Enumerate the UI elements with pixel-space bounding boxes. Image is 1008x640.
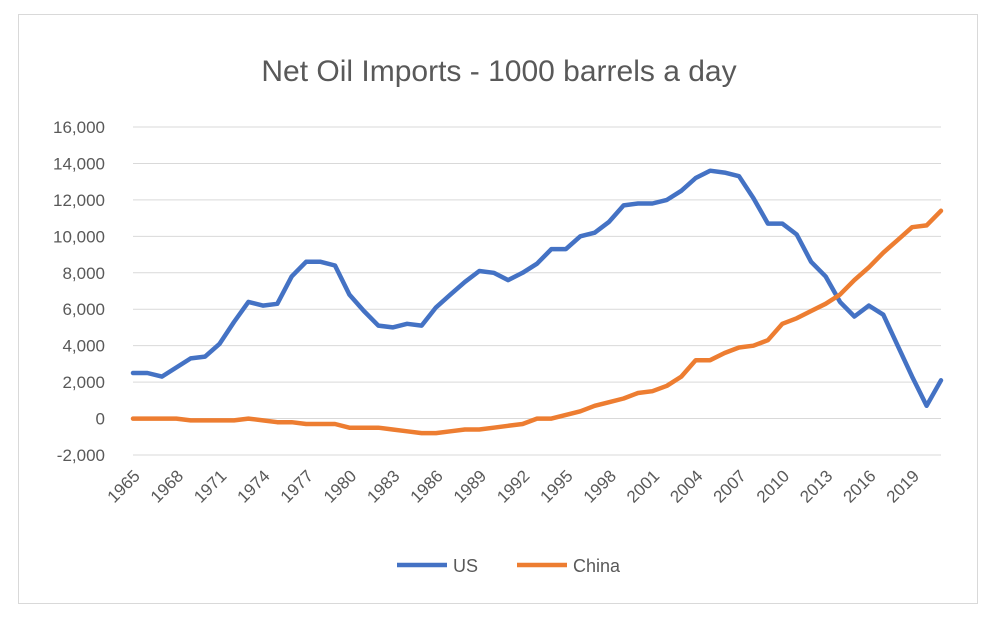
series-line-china [130, 208, 944, 436]
y-axis: 16,000 14,000 12,000 10,000 8,000 6,000 4,000 2… [53, 118, 105, 465]
y-tick-label: 4,000 [62, 337, 105, 356]
x-tick-label: 1989 [450, 466, 490, 506]
chart-title: Net Oil Imports - 1000 barrels a day [261, 55, 736, 88]
x-tick-label: 2019 [883, 466, 923, 506]
x-tick-label: 1974 [234, 466, 274, 506]
y-tick-label: 0 [96, 410, 105, 429]
y-tick-label: 2,000 [62, 373, 105, 392]
legend: US China [397, 556, 621, 576]
x-tick-label: 2001 [623, 466, 663, 506]
x-tick-label: 1995 [537, 466, 577, 506]
y-tick-label: 16,000 [53, 118, 105, 137]
line-chart: Net Oil Imports - 1000 barrels a day 16,… [53, 55, 944, 576]
x-tick-label: 2004 [666, 466, 706, 506]
x-tick-label: 2013 [796, 466, 836, 506]
x-tick-label: 1986 [407, 466, 447, 506]
x-tick-label: 1992 [493, 466, 533, 506]
x-tick-label: 1983 [363, 466, 403, 506]
series-lines [130, 168, 944, 436]
y-tick-label: 12,000 [53, 191, 105, 210]
x-tick-label: 1980 [320, 466, 360, 506]
gridlines [133, 126, 941, 456]
legend-label-us: US [453, 556, 478, 576]
series-line-us [130, 168, 944, 409]
y-tick-label: -2,000 [57, 446, 105, 465]
x-axis: 1965 1968 1971 1974 1977 1980 1983 1986 1989 1992… [104, 466, 923, 506]
x-tick-label: 2010 [753, 466, 793, 506]
y-tick-label: 8,000 [62, 264, 105, 283]
x-tick-label: 1998 [580, 466, 620, 506]
x-tick-label: 2007 [710, 466, 750, 506]
x-tick-label: 1977 [277, 466, 317, 506]
y-tick-label: 6,000 [62, 300, 105, 319]
x-tick-label: 1971 [190, 466, 230, 506]
x-tick-label: 1965 [104, 466, 144, 506]
y-tick-label: 10,000 [53, 227, 105, 246]
legend-label-china: China [573, 556, 621, 576]
y-tick-label: 14,000 [53, 154, 105, 173]
x-tick-label: 1968 [147, 466, 187, 506]
chart-frame: Net Oil Imports - 1000 barrels a day 16,… [18, 14, 978, 604]
x-tick-label: 2016 [840, 466, 880, 506]
